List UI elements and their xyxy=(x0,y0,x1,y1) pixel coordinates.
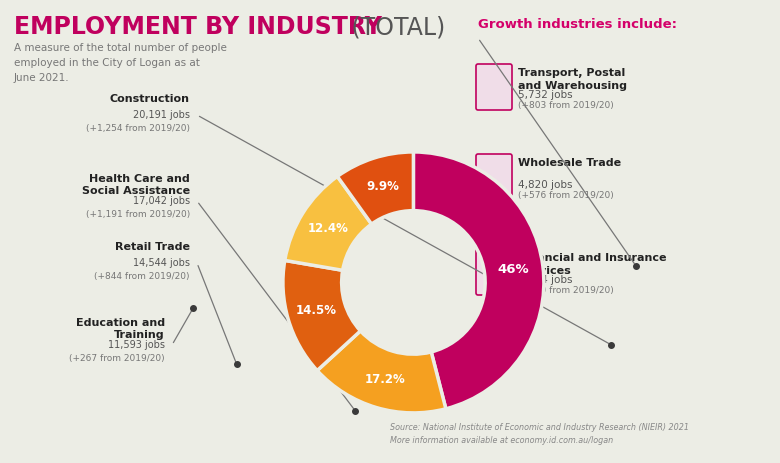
Text: Construction: Construction xyxy=(110,94,190,104)
Text: 17.2%: 17.2% xyxy=(364,373,405,386)
Text: Source: National Institute of Economic and Industry Research (NIEIR) 2021
More i: Source: National Institute of Economic a… xyxy=(390,423,689,445)
Text: 14,544 jobs: 14,544 jobs xyxy=(133,258,190,268)
Text: 46%: 46% xyxy=(498,263,530,276)
Text: Financial and Insurance
Services: Financial and Insurance Services xyxy=(518,253,666,276)
Wedge shape xyxy=(317,331,446,413)
Text: (TOTAL): (TOTAL) xyxy=(344,15,445,39)
Text: (+267 from 2019/20): (+267 from 2019/20) xyxy=(69,353,165,363)
Text: EMPLOYMENT BY INDUSTRY: EMPLOYMENT BY INDUSTRY xyxy=(14,15,382,39)
FancyBboxPatch shape xyxy=(476,154,512,200)
Text: (+310 from 2019/20): (+310 from 2019/20) xyxy=(518,286,614,295)
Text: (+1,191 from 2019/20): (+1,191 from 2019/20) xyxy=(86,209,190,219)
Text: Education and
Training: Education and Training xyxy=(76,318,165,340)
Text: Retail Trade: Retail Trade xyxy=(115,242,190,252)
Text: (+1,254 from 2019/20): (+1,254 from 2019/20) xyxy=(86,124,190,132)
FancyBboxPatch shape xyxy=(476,64,512,110)
Text: Transport, Postal
and Warehousing: Transport, Postal and Warehousing xyxy=(518,68,627,91)
Text: (+803 from 2019/20): (+803 from 2019/20) xyxy=(518,101,614,110)
Text: 12.4%: 12.4% xyxy=(307,222,348,235)
FancyBboxPatch shape xyxy=(476,249,512,295)
Wedge shape xyxy=(338,152,413,224)
Text: A measure of the total number of people
employed in the City of Logan as at
June: A measure of the total number of people … xyxy=(14,43,227,82)
Wedge shape xyxy=(413,152,544,409)
Text: Health Care and
Social Assistance: Health Care and Social Assistance xyxy=(82,174,190,196)
Text: 2,074 jobs: 2,074 jobs xyxy=(518,275,573,285)
Wedge shape xyxy=(285,176,371,270)
Text: 17,042 jobs: 17,042 jobs xyxy=(133,196,190,206)
Text: 5,732 jobs: 5,732 jobs xyxy=(518,90,573,100)
Text: 20,191 jobs: 20,191 jobs xyxy=(133,110,190,120)
Text: (+576 from 2019/20): (+576 from 2019/20) xyxy=(518,191,614,200)
Text: 4,820 jobs: 4,820 jobs xyxy=(518,180,573,190)
Text: 11,593 jobs: 11,593 jobs xyxy=(108,340,165,350)
Text: Wholesale Trade: Wholesale Trade xyxy=(518,158,621,168)
Text: 9.9%: 9.9% xyxy=(366,180,399,193)
Wedge shape xyxy=(283,260,360,370)
Text: Growth industries include:: Growth industries include: xyxy=(478,18,677,31)
Text: 14.5%: 14.5% xyxy=(296,305,337,318)
Text: (+844 from 2019/20): (+844 from 2019/20) xyxy=(94,271,190,281)
